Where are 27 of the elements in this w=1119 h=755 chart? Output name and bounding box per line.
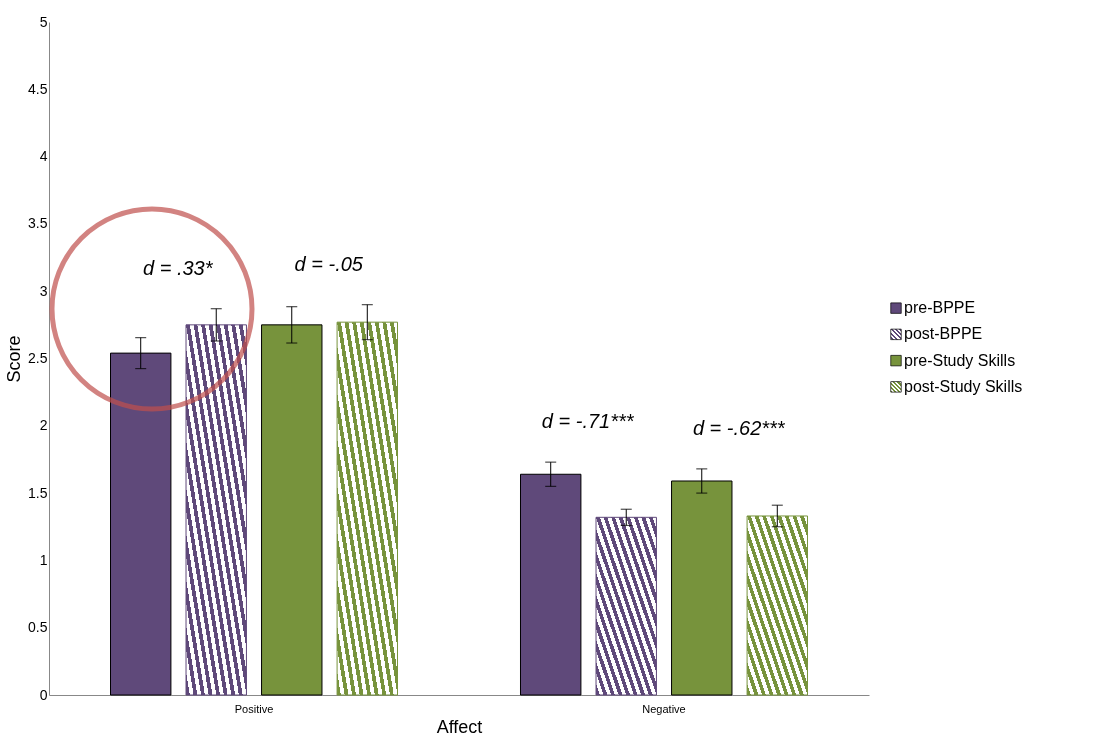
- legend-label: pre-Study Skills: [904, 351, 1016, 369]
- y-tick-label: 4: [39, 148, 48, 165]
- y-tick-label: 1: [39, 551, 48, 568]
- y-tick-label: 2: [39, 417, 48, 434]
- y-tick-label: 3.5: [28, 215, 48, 232]
- legend-label: pre-BPPE: [904, 299, 976, 317]
- y-tick-label: 1.5: [28, 484, 48, 501]
- annotation: d = -.05: [294, 252, 364, 275]
- x-axis-title: Affect: [436, 716, 483, 737]
- x-tick-label: Positive: [234, 702, 274, 715]
- y-tick-label: 2.5: [28, 350, 48, 366]
- annotation: d = -.71***: [541, 410, 635, 433]
- y-tick-label: 0.5: [28, 619, 48, 636]
- x-tick-label: Negative: [642, 702, 686, 715]
- y-tick-label: 4.5: [28, 80, 48, 97]
- y-axis-title: Score: [4, 335, 25, 383]
- annotation: d = .33*: [142, 256, 214, 279]
- annotation: d = -.62***: [692, 416, 786, 439]
- y-tick-label: 5: [39, 13, 48, 30]
- y-tick-label: 3: [39, 282, 48, 299]
- bar: [336, 321, 398, 696]
- bar: [185, 324, 247, 696]
- bar: [595, 516, 657, 696]
- bar: [746, 515, 808, 696]
- legend-label: post-Study Skills: [904, 377, 1023, 395]
- y-tick-label: 0: [39, 686, 48, 703]
- legend-label: post-BPPE: [904, 325, 983, 343]
